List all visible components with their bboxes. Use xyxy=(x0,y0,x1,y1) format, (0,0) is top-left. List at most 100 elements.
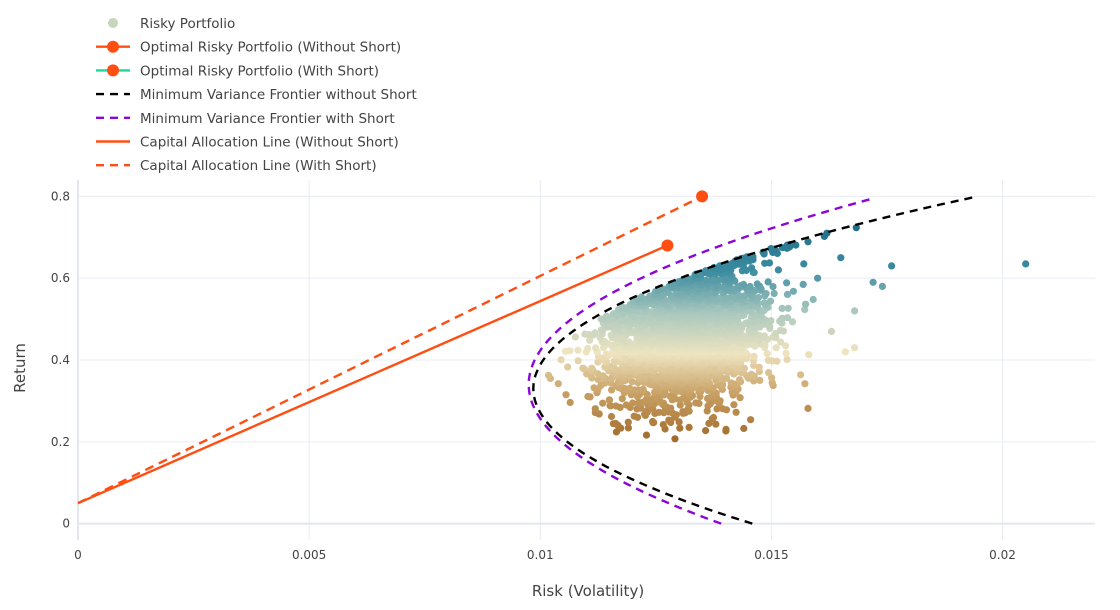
risky-portfolio-point xyxy=(718,380,727,388)
risky-portfolio-point xyxy=(736,394,744,402)
risky-portfolio-point xyxy=(754,293,763,302)
mvf-with-short-line xyxy=(527,197,874,525)
legend-item[interactable]: Capital Allocation Line (Without Short) xyxy=(96,135,399,151)
risky-portfolio-point xyxy=(579,364,587,372)
risky-portfolio-point xyxy=(571,333,580,341)
risky-portfolio-point xyxy=(1022,260,1030,268)
risky-portfolio-point xyxy=(605,396,614,404)
risky-portfolio-point xyxy=(772,344,780,352)
y-tick-label: 0.2 xyxy=(51,435,70,449)
risky-portfolio-point xyxy=(608,386,616,394)
legend-item[interactable]: Optimal Risky Portfolio (With Short) xyxy=(96,63,379,79)
y-axis-title: Return xyxy=(11,343,29,393)
risky-portfolio-point xyxy=(750,352,758,360)
risky-portfolio-point xyxy=(769,283,777,291)
risky-portfolio-point xyxy=(642,431,651,439)
risky-portfolio-point xyxy=(869,278,877,286)
risky-portfolio-point xyxy=(584,392,592,401)
y-tick-label: 0 xyxy=(62,517,70,531)
risky-portfolio-point xyxy=(747,416,755,424)
risky-portfolio-point xyxy=(728,293,736,301)
risky-portfolio-point xyxy=(566,347,574,355)
legend-label: Capital Allocation Line (Without Short) xyxy=(140,135,399,151)
risky-portfolio-point xyxy=(774,266,783,274)
risky-portfolio-point xyxy=(878,282,887,290)
optimal-without-short-point xyxy=(661,239,674,252)
risky-portfolio-point xyxy=(675,418,683,426)
risky-portfolio-point xyxy=(684,275,692,283)
risky-portfolio-point xyxy=(685,423,693,431)
risky-portfolio-point xyxy=(602,312,611,320)
risky-portfolio-point xyxy=(804,404,812,412)
legend-item[interactable]: Optimal Risky Portfolio (Without Short) xyxy=(96,40,401,56)
risky-portfolio-point xyxy=(804,238,812,246)
legend-label: Optimal Risky Portfolio (Without Short) xyxy=(140,40,401,56)
risky-portfolio-point xyxy=(753,280,761,288)
risky-portfolio-point xyxy=(665,416,673,424)
mvf-without-short-line xyxy=(532,195,978,525)
risky-portfolio-point xyxy=(713,405,721,413)
x-tick-label: 0 xyxy=(74,548,82,562)
ticks-layer: 0 0.005 0.01 0.015 0.02 0 0.2 0.4 0.6 0.8 xyxy=(51,189,1016,562)
risky-portfolio-point xyxy=(692,399,700,407)
risky-portfolio-point xyxy=(599,399,607,407)
legend-swatch-marker xyxy=(107,40,119,53)
risky-portfolio-point xyxy=(610,357,618,365)
risky-portfolio-point xyxy=(736,376,744,384)
risky-portfolio-point xyxy=(618,303,627,311)
y-tick-label: 0.6 xyxy=(51,271,70,285)
risky-portfolio-point xyxy=(574,346,582,354)
legend-label: Optimal Risky Portfolio (With Short) xyxy=(140,63,379,79)
risky-portfolio-point xyxy=(618,395,626,403)
risky-portfolio-point xyxy=(852,224,860,232)
legend-label: Capital Allocation Line (With Short) xyxy=(140,158,377,174)
risky-portfolio-point xyxy=(709,413,718,422)
risky-portfolio-point xyxy=(784,304,792,312)
x-tick-label: 0.015 xyxy=(754,548,788,562)
risky-portfolio-point xyxy=(607,363,615,371)
risky-portfolio-point xyxy=(622,401,630,409)
legend-label: Minimum Variance Frontier with Short xyxy=(140,111,395,127)
legend-item[interactable]: Minimum Variance Frontier with Short xyxy=(96,111,395,127)
risky-portfolio-point xyxy=(851,344,859,352)
legend-label: Minimum Variance Frontier without Short xyxy=(140,87,417,103)
risky-portfolio-point xyxy=(676,424,684,432)
risky-portfolio-point xyxy=(739,280,748,288)
risky-portfolio-point xyxy=(764,278,772,286)
risky-portfolio-point xyxy=(607,412,616,421)
risky-portfolio-point xyxy=(702,427,710,435)
risky-portfolio-point xyxy=(630,412,638,420)
risky-portfolio-point xyxy=(722,425,730,433)
risky-portfolio-point xyxy=(574,357,582,365)
risky-portfolio-point xyxy=(732,408,740,416)
risky-portfolio-point xyxy=(740,264,748,272)
risky-portfolio-point xyxy=(735,291,743,299)
risky-portfolio-point xyxy=(800,260,808,268)
risky-portfolio-point xyxy=(740,424,748,433)
risky-portfolio-point xyxy=(649,417,657,426)
risky-portfolio-point xyxy=(768,374,776,382)
legend-swatch-marker xyxy=(107,64,119,77)
legend-item[interactable]: Capital Allocation Line (With Short) xyxy=(96,158,377,174)
risky-portfolio-point xyxy=(628,378,636,386)
risky-portfolio-point xyxy=(626,384,634,392)
risky-portfolio-point xyxy=(837,254,845,262)
risky-portfolio-point xyxy=(562,391,570,399)
risky-portfolio-point xyxy=(590,384,598,392)
legend-item[interactable]: Minimum Variance Frontier without Short xyxy=(96,87,417,103)
optimal-with-short-point xyxy=(696,190,709,203)
risky-portfolio-point xyxy=(727,379,735,387)
grid-layer xyxy=(77,180,1095,540)
risky-portfolio-point xyxy=(676,401,684,409)
legend-item[interactable]: Risky Portfolio xyxy=(108,16,235,32)
legend[interactable]: Risky Portfolio Optimal Risky Portfolio (… xyxy=(96,16,417,174)
x-tick-label: 0.02 xyxy=(989,548,1016,562)
risky-portfolio-point xyxy=(621,384,629,392)
risky-portfolio-point xyxy=(557,356,565,364)
risky-portfolio-point xyxy=(702,267,710,275)
risky-portfolio-point xyxy=(719,405,727,413)
risky-portfolio-point xyxy=(748,264,756,272)
risky-portfolio-point xyxy=(765,259,774,267)
y-tick-label: 0.8 xyxy=(51,189,70,203)
